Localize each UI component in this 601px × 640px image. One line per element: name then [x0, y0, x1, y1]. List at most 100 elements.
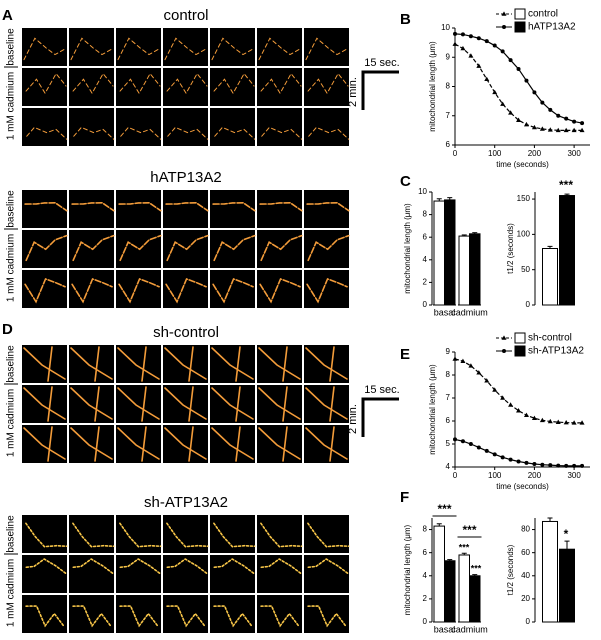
- y-tick-label: 10: [441, 23, 450, 32]
- data-point: [523, 412, 529, 418]
- data-point: [524, 460, 529, 465]
- data-point: [531, 415, 537, 421]
- panel-letter: E: [400, 346, 410, 363]
- mitochondria: [260, 522, 303, 548]
- data-point: [468, 363, 474, 368]
- y-axis-label: t1/2 (seconds): [506, 544, 515, 595]
- micrograph: [163, 190, 208, 228]
- data-point: [484, 448, 489, 453]
- micrograph: [116, 345, 161, 383]
- micrograph: [257, 595, 302, 633]
- mitochondria: [261, 126, 303, 140]
- image-group-title: hATP13A2: [150, 169, 221, 186]
- scale-bar: [361, 70, 399, 110]
- micrograph: [69, 425, 114, 463]
- legend-label: sh-control: [528, 333, 572, 344]
- data-point: [556, 463, 561, 468]
- micrograph: [210, 108, 255, 146]
- data-point: [452, 41, 458, 46]
- micrograph: [304, 555, 349, 593]
- data-point: [484, 39, 489, 44]
- mitochondria: [24, 277, 66, 304]
- x-axis-label: time (seconds): [496, 482, 549, 491]
- y-tick-label: 7: [446, 393, 451, 402]
- y-tick-label: 0: [526, 300, 531, 309]
- legend-label: sh-ATP13A2: [528, 346, 584, 357]
- panel-letter: A: [2, 7, 13, 24]
- mitochondria: [167, 126, 209, 140]
- data-point: [453, 437, 457, 442]
- mitochondria: [164, 386, 207, 422]
- y-tick-label: 8: [446, 370, 451, 379]
- legend-label: control: [528, 9, 558, 20]
- mitochondria: [119, 72, 161, 95]
- data-point: [492, 387, 498, 392]
- mitochondria: [23, 386, 66, 422]
- micrograph: [304, 385, 349, 423]
- mitochondria: [26, 126, 68, 140]
- mitochondria: [260, 558, 303, 575]
- x-tick-label: cadmium: [451, 307, 488, 317]
- scale-bars: [361, 70, 399, 437]
- scale-length: 2 min.: [347, 77, 359, 107]
- data-point: [524, 78, 529, 83]
- mitochondria: [117, 37, 161, 61]
- data-point: [508, 402, 514, 407]
- bar: [433, 200, 445, 306]
- micrograph: [116, 385, 161, 423]
- mitochondria: [214, 126, 256, 140]
- mitochondria: [23, 37, 67, 61]
- y-tick-label: 7: [446, 111, 451, 120]
- mitochondria: [259, 277, 301, 304]
- mitochondria: [72, 558, 115, 575]
- mitochondria: [260, 72, 302, 95]
- data-point: [476, 370, 482, 375]
- legend-marker: [502, 349, 506, 353]
- data-point: [500, 49, 505, 54]
- data-point: [500, 395, 506, 400]
- legend-marker: [502, 25, 506, 29]
- mitochondria: [24, 202, 68, 212]
- mitochondria: [258, 386, 301, 422]
- data-point: [579, 420, 585, 425]
- micrograph: [210, 385, 255, 423]
- y-axis-label: mitochondrial length (μm): [403, 203, 412, 294]
- micrograph: [116, 595, 161, 633]
- mitochondria: [71, 277, 113, 304]
- mitochondria: [120, 126, 162, 140]
- bar: [458, 554, 470, 623]
- data-point: [563, 127, 569, 133]
- data-point: [556, 113, 561, 118]
- data-point: [563, 420, 569, 425]
- x-tick-label: 0: [453, 471, 458, 480]
- x-tick-label: cadmium: [451, 624, 488, 634]
- data-point: [548, 107, 553, 112]
- image-group-title: control: [163, 7, 208, 24]
- mitochondria: [25, 605, 65, 628]
- y-tick-label: 10: [418, 187, 427, 196]
- micrograph: [210, 595, 255, 633]
- data-point: [476, 36, 481, 41]
- micrograph: [304, 68, 349, 106]
- mitochondria: [260, 234, 303, 262]
- y-tick-label: 8: [423, 525, 428, 534]
- bar: [433, 525, 445, 623]
- scale-length: 2 min.: [347, 404, 359, 434]
- micrograph: [210, 555, 255, 593]
- micrograph: [210, 270, 255, 308]
- mitochondria: [212, 202, 256, 212]
- micrograph: [257, 345, 302, 383]
- micrograph: [304, 345, 349, 383]
- micrograph: [257, 425, 302, 463]
- y-tick-label: 50: [521, 265, 530, 274]
- data-point: [580, 463, 585, 468]
- data-point: [540, 100, 545, 105]
- mitochondria: [305, 346, 348, 382]
- row-label: 1 mM cadmium: [6, 72, 17, 140]
- annotation: *: [564, 527, 569, 541]
- image-group-title: sh-ATP13A2: [144, 494, 228, 511]
- panel-letter: B: [400, 11, 411, 28]
- mitochondria: [70, 426, 113, 462]
- y-tick-label: 2: [423, 594, 428, 603]
- micrograph: [304, 270, 349, 308]
